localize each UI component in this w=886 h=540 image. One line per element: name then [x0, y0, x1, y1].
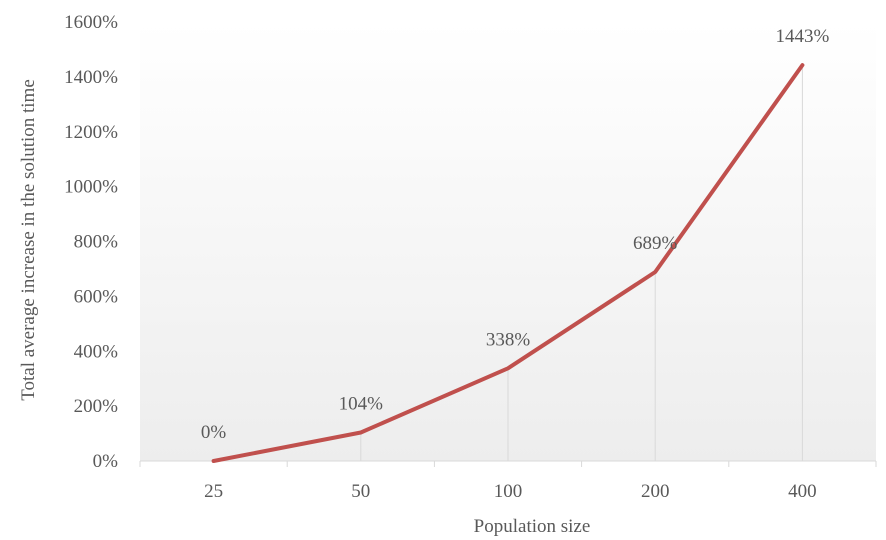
- data-label: 338%: [486, 329, 531, 350]
- y-tick-label: 1400%: [64, 67, 118, 88]
- y-tick-label: 800%: [74, 232, 119, 253]
- x-tick-label: 200: [641, 481, 670, 502]
- y-axis-title: Total average increase in the solution t…: [18, 79, 39, 401]
- data-label: 1443%: [775, 26, 829, 47]
- x-tick-label: 25: [204, 481, 223, 502]
- y-tick-label: 0%: [93, 451, 119, 472]
- y-tick-label: 1000%: [64, 177, 118, 198]
- y-tick-label: 1200%: [64, 122, 118, 143]
- x-tick-label: 50: [351, 481, 370, 502]
- data-label: 0%: [201, 422, 227, 443]
- y-tick-label: 400%: [74, 341, 119, 362]
- y-tick-label: 200%: [74, 396, 119, 417]
- data-label: 689%: [633, 233, 678, 254]
- y-tick-label: 1600%: [64, 12, 118, 33]
- y-tick-label: 600%: [74, 286, 119, 307]
- x-tick-label: 100: [494, 481, 523, 502]
- x-tick-label: 400: [788, 481, 817, 502]
- x-axis-title: Population size: [474, 516, 591, 537]
- data-label: 104%: [339, 393, 384, 414]
- series-line: [211, 63, 805, 463]
